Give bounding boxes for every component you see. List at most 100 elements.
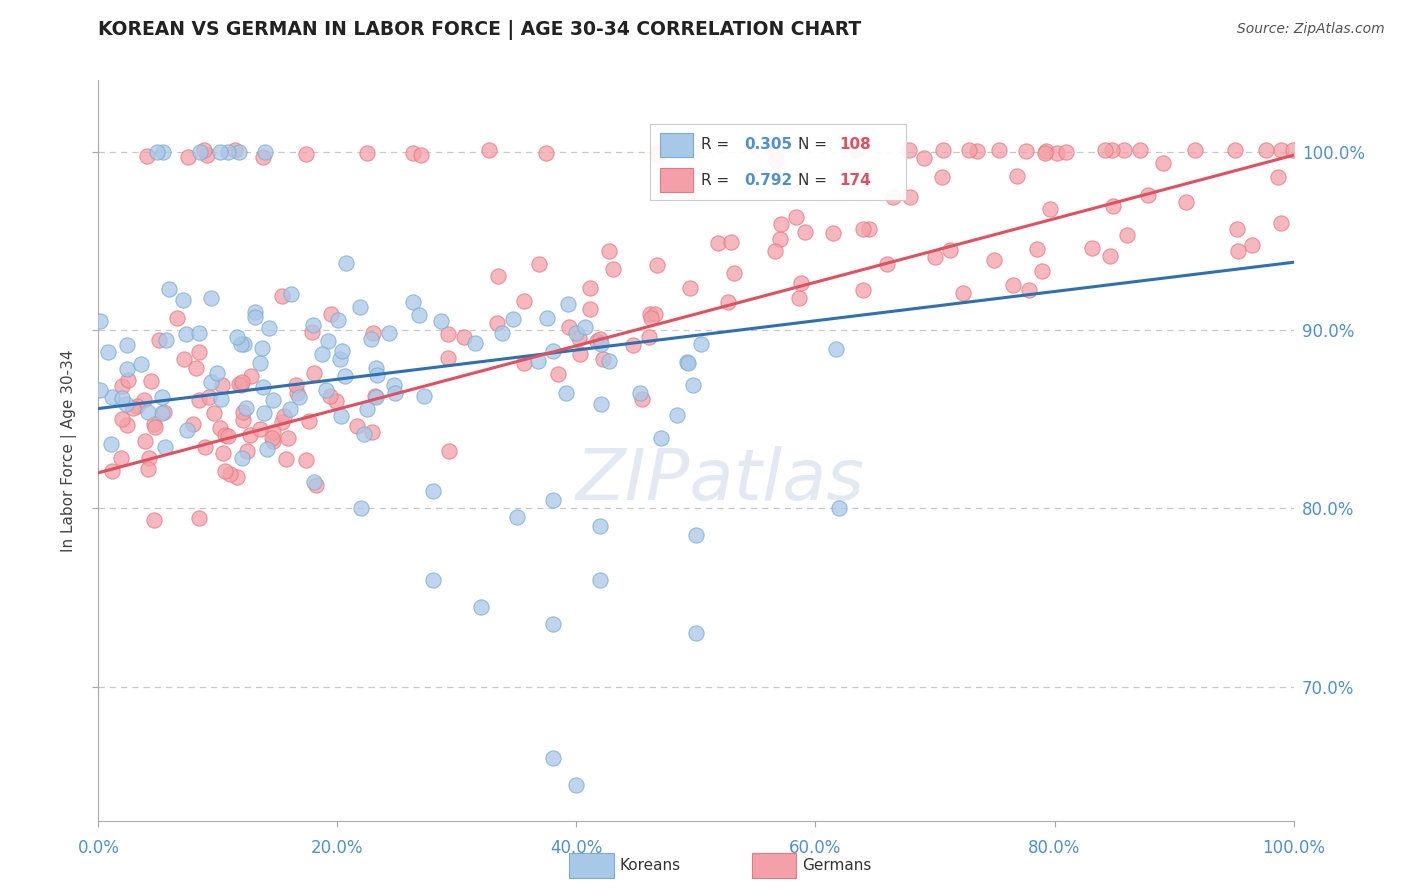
Point (361, 425, 384, 439)
Point (197, 390, 219, 404)
Point (821, 226, 844, 240)
Point (235, 401, 257, 416)
Point (845, 143, 868, 157)
Point (957, 143, 980, 157)
Point (150, 406, 173, 420)
Point (485, 316, 508, 330)
Point (138, 405, 160, 419)
Point (190, 145, 212, 159)
Point (1033, 146, 1056, 161)
Point (174, 327, 197, 342)
Point (983, 253, 1005, 268)
Point (239, 428, 262, 442)
Point (645, 258, 668, 272)
Point (637, 329, 659, 343)
Point (384, 386, 406, 401)
Point (115, 417, 138, 432)
Point (249, 356, 271, 370)
Point (228, 377, 250, 392)
Point (356, 402, 378, 417)
Point (262, 425, 284, 440)
Point (195, 148, 218, 162)
Point (326, 313, 349, 327)
Point (349, 300, 371, 314)
Point (153, 440, 176, 454)
Point (527, 257, 550, 271)
Point (330, 409, 353, 424)
Point (506, 510, 529, 524)
Point (1223, 143, 1246, 157)
Point (464, 335, 486, 350)
Text: R =: R = (702, 137, 734, 153)
Point (1101, 144, 1123, 158)
Point (252, 150, 274, 164)
Point (333, 369, 356, 384)
Point (217, 428, 239, 442)
Point (208, 421, 231, 435)
Point (723, 266, 745, 280)
Point (271, 415, 294, 429)
Bar (659, 168, 693, 192)
Text: 174: 174 (839, 173, 870, 187)
Point (117, 338, 139, 352)
Point (647, 148, 669, 162)
Point (988, 143, 1011, 157)
Text: 0.0%: 0.0% (77, 839, 120, 857)
Point (828, 501, 851, 516)
Point (356, 145, 378, 160)
Text: 0.792: 0.792 (745, 173, 793, 187)
Point (931, 169, 953, 184)
Point (564, 326, 586, 340)
Point (541, 617, 564, 632)
Point (209, 145, 232, 159)
Point (589, 573, 612, 587)
Point (256, 442, 278, 457)
Point (243, 305, 266, 319)
Point (260, 431, 283, 445)
Point (253, 406, 276, 420)
Point (1026, 242, 1049, 256)
Point (173, 351, 195, 366)
Point (301, 325, 323, 339)
Point (852, 221, 875, 235)
Point (364, 361, 387, 376)
Point (541, 492, 564, 507)
Text: N =: N = (799, 137, 832, 153)
Point (565, 778, 588, 792)
Point (1018, 283, 1040, 297)
Point (177, 150, 200, 164)
Point (939, 244, 962, 258)
Point (413, 388, 436, 402)
Point (682, 378, 704, 392)
Point (150, 390, 173, 404)
Point (136, 149, 159, 163)
Point (157, 282, 180, 296)
Point (142, 513, 165, 527)
Text: 100.0%: 100.0% (1263, 839, 1324, 857)
Text: 108: 108 (839, 137, 870, 153)
Point (1081, 241, 1104, 255)
Text: 60.0%: 60.0% (789, 839, 842, 857)
Point (1099, 249, 1122, 263)
Point (378, 326, 401, 340)
Point (569, 347, 592, 361)
Point (138, 450, 160, 465)
Point (329, 351, 352, 366)
Point (214, 464, 236, 478)
Point (574, 319, 596, 334)
Point (360, 332, 382, 346)
Point (288, 390, 311, 404)
Point (330, 343, 353, 358)
Point (181, 417, 204, 431)
Point (111, 379, 134, 393)
Point (541, 751, 564, 765)
Point (319, 307, 342, 321)
Point (273, 409, 295, 424)
Point (1226, 244, 1249, 258)
Point (1046, 146, 1069, 161)
Point (231, 375, 253, 389)
Point (270, 289, 292, 303)
Point (122, 401, 145, 416)
Point (588, 332, 610, 346)
Point (422, 573, 444, 587)
